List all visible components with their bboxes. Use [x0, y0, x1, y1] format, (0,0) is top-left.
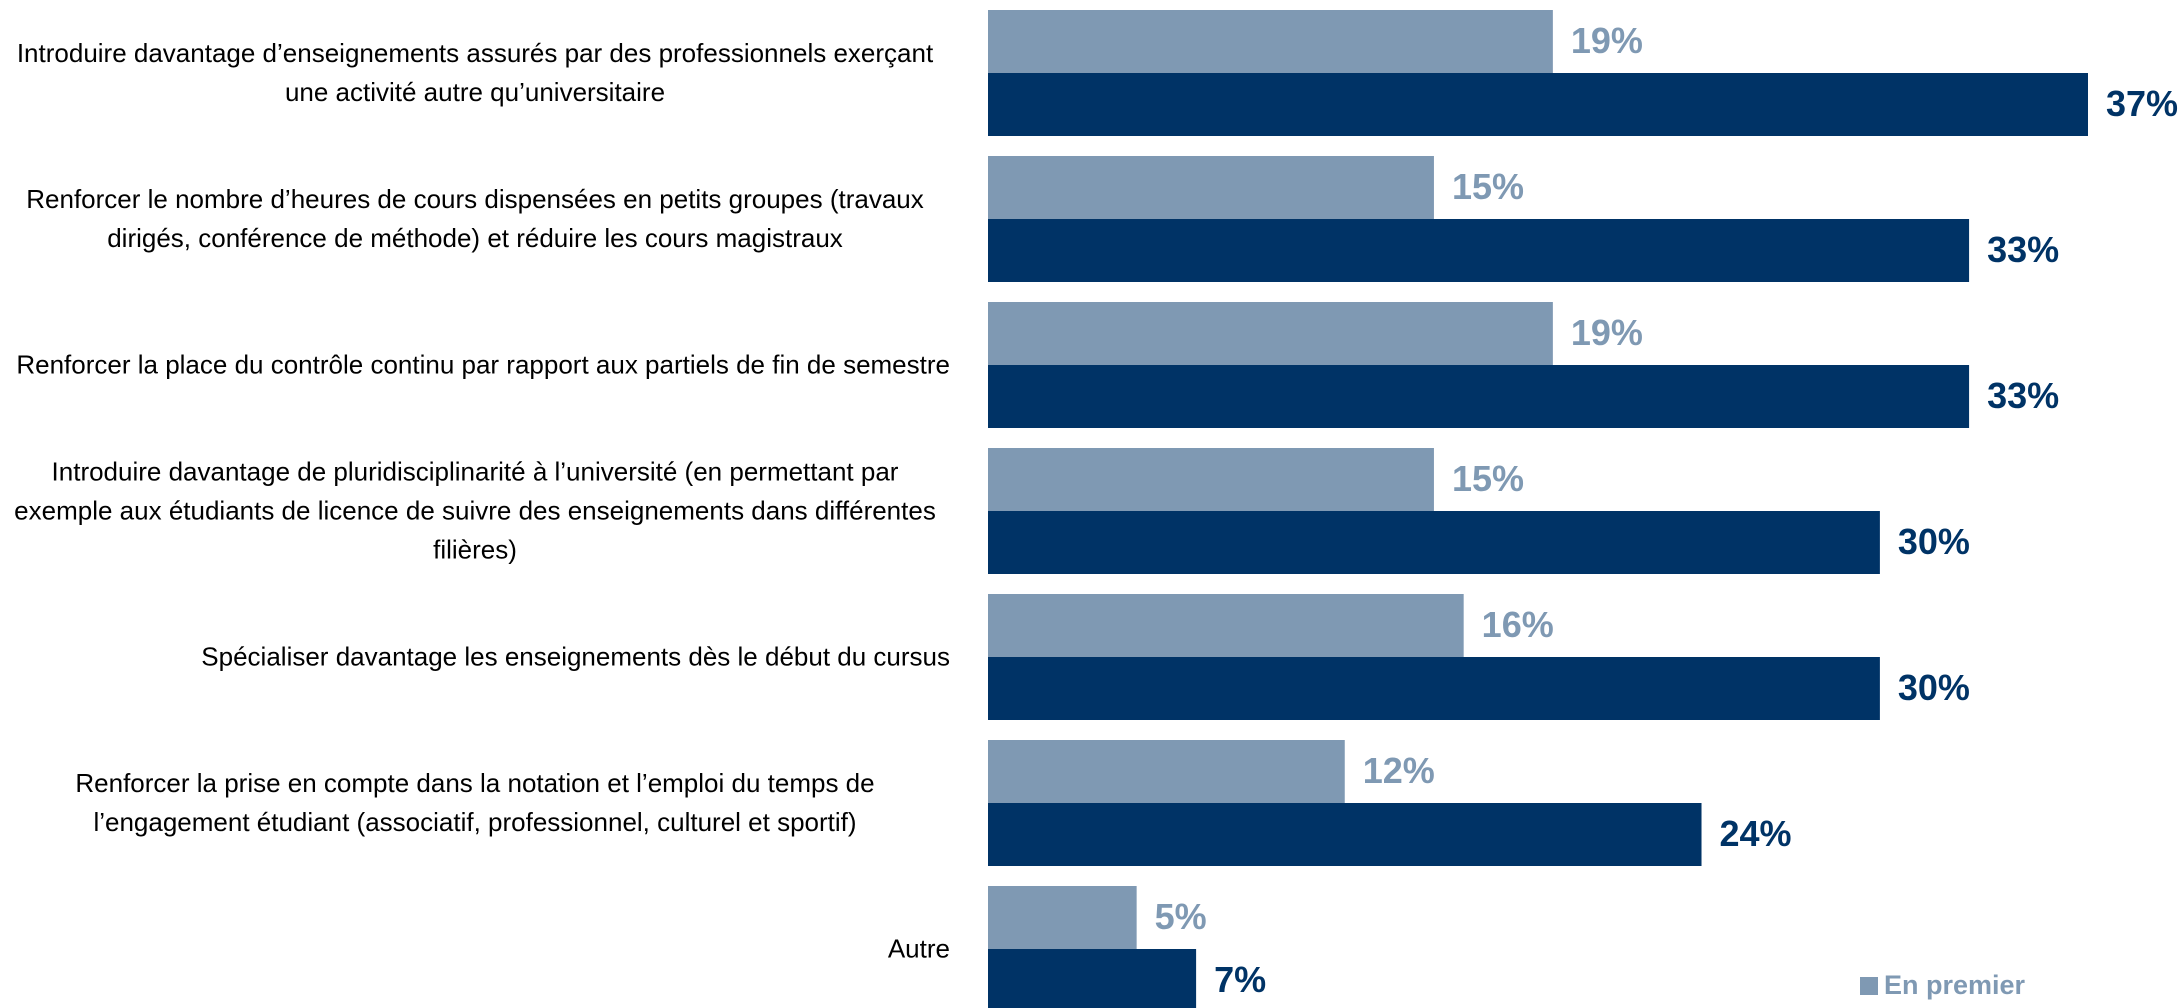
- category-label: Spécialiser davantage les enseignements …: [201, 641, 950, 672]
- bar: [988, 594, 1464, 657]
- bar: [988, 10, 1553, 73]
- bar: [988, 302, 1553, 365]
- bar: [988, 511, 1880, 574]
- value-label: 5%: [1155, 896, 1207, 937]
- bar: [988, 657, 1880, 720]
- legend-label: En premier: [1884, 970, 2026, 1000]
- category-label: Renforcer la prise en compte dans la not…: [75, 768, 875, 837]
- value-label: 30%: [1898, 667, 1970, 708]
- bar: [988, 365, 1970, 428]
- category-label: Introduire davantage de pluridisciplinar…: [14, 456, 936, 565]
- value-label: 15%: [1452, 458, 1524, 499]
- value-label: 12%: [1363, 750, 1435, 791]
- value-label: 30%: [1898, 521, 1970, 562]
- bar: [988, 156, 1434, 219]
- value-label: 37%: [2106, 83, 2178, 124]
- category-label: Introduire davantage d’enseignements ass…: [16, 38, 934, 107]
- value-label: 33%: [1987, 375, 2059, 416]
- value-label: 15%: [1452, 166, 1524, 207]
- category-label: Renforcer le nombre d’heures de cours di…: [26, 184, 924, 253]
- value-label: 19%: [1571, 20, 1643, 61]
- category-label: Autre: [887, 933, 950, 964]
- value-label: 24%: [1720, 813, 1792, 854]
- value-label: 19%: [1571, 312, 1643, 353]
- value-label: 33%: [1987, 229, 2059, 270]
- value-label: 7%: [1214, 959, 1266, 1000]
- bar: [988, 949, 1197, 1008]
- value-label: 16%: [1482, 604, 1554, 645]
- bar: [988, 886, 1137, 949]
- bar: [988, 740, 1345, 803]
- bar: [988, 803, 1702, 866]
- category-label: Renforcer la place du contrôle continu p…: [16, 349, 950, 380]
- bar: [988, 219, 1970, 282]
- bar: [988, 448, 1434, 511]
- legend-swatch: [1860, 977, 1878, 995]
- bar: [988, 73, 2088, 136]
